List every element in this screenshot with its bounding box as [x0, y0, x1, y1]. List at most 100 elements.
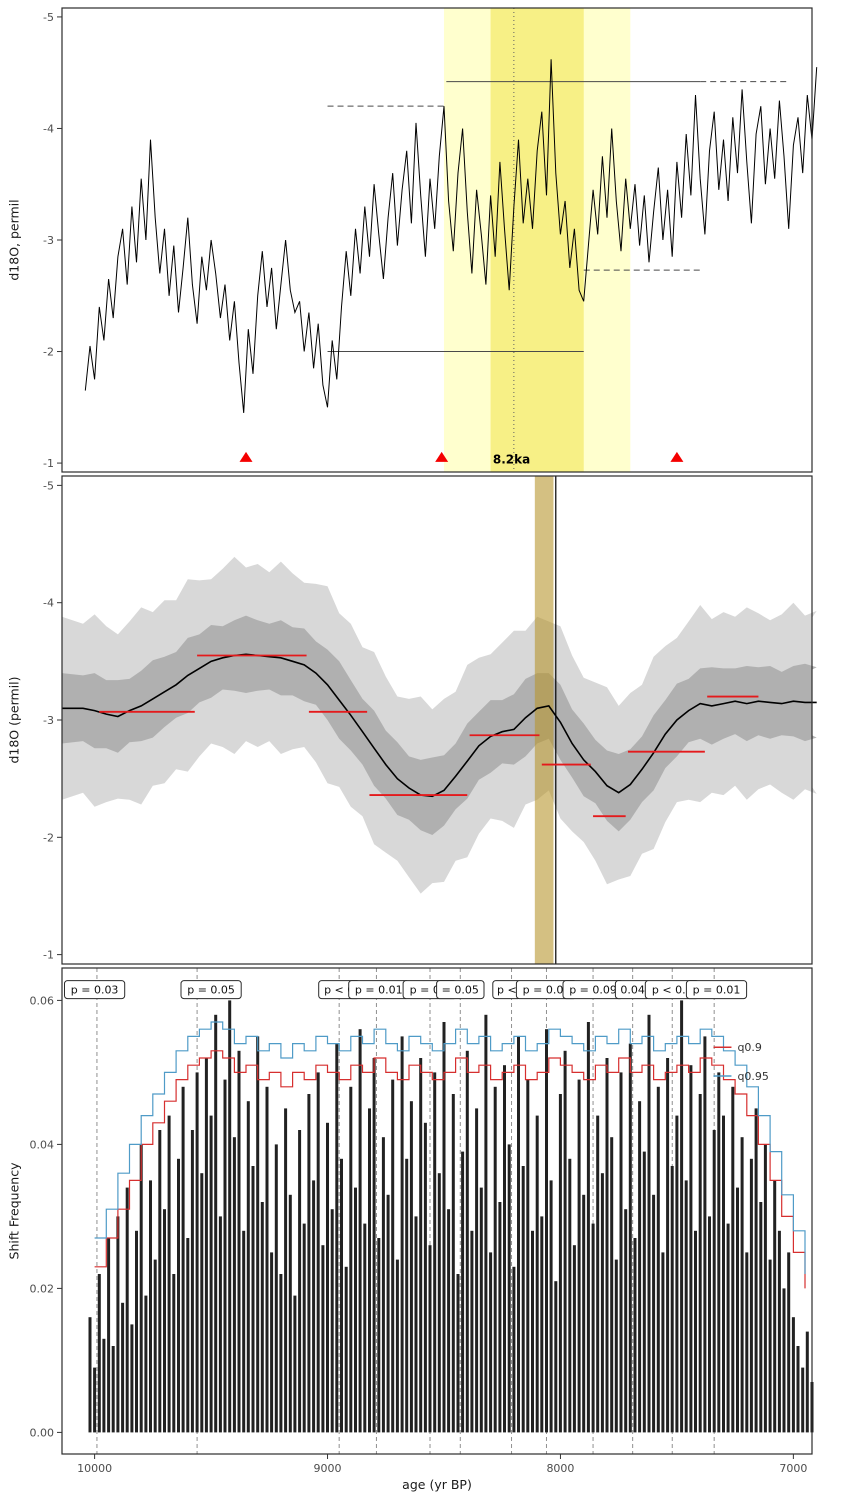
p-value-label: p = 0.03 [71, 984, 119, 997]
frequency-bar [554, 1281, 558, 1433]
frequency-bar [610, 1137, 614, 1433]
frequency-bar [270, 1252, 274, 1433]
frequency-bar [349, 1086, 353, 1433]
x-tick-label: 10000 [77, 1462, 112, 1475]
frequency-bar [475, 1108, 479, 1433]
confidence-band-inner [62, 615, 817, 835]
frequency-bar [232, 1137, 236, 1433]
frequency-bar [442, 1022, 446, 1433]
frequency-bar [190, 1130, 194, 1433]
y-tick-label: -2 [43, 346, 54, 359]
frequency-bar [628, 1043, 632, 1433]
frequency-bar [144, 1295, 148, 1433]
frequency-bar [470, 1230, 474, 1433]
frequency-bar [116, 1216, 120, 1433]
p-value-box [436, 980, 485, 1000]
frequency-bar [787, 1252, 791, 1433]
frequency-bar [149, 1180, 152, 1433]
frequency-bar [414, 1216, 418, 1433]
frequency-bar [377, 1238, 381, 1433]
frequency-bar [582, 1194, 586, 1433]
frequency-bar [731, 1086, 735, 1433]
event-shade [490, 8, 584, 472]
y-tick-label: -5 [43, 479, 54, 492]
p-value-label: = 0.05 [442, 984, 479, 997]
frequency-bar [97, 1274, 101, 1433]
frequency-bar [801, 1367, 805, 1433]
frequency-bar [214, 1014, 218, 1433]
frequency-bar [717, 1072, 721, 1433]
frequency-bar [423, 1122, 427, 1433]
frequency-bar [461, 1151, 465, 1433]
frequency-bar [624, 1209, 628, 1433]
frequency-bar [102, 1338, 106, 1433]
frequency-bar [121, 1302, 125, 1433]
y-tick-label: -3 [43, 714, 54, 727]
x-tick-label: 8000 [546, 1462, 574, 1475]
panel-border [61, 7, 813, 473]
frequency-bar [204, 1058, 208, 1433]
y-tick-label: -2 [43, 831, 54, 844]
shift-marker-triangle [670, 451, 684, 462]
frequency-bar [619, 1072, 623, 1433]
p-value-label: p = 0.01 [355, 984, 403, 997]
p-value-label: p = 0.01 [693, 984, 741, 997]
frequency-bar [614, 1259, 618, 1433]
frequency-bar [675, 1115, 679, 1433]
p-value-label: p = 0.09 [569, 984, 617, 997]
y-tick-label: -4 [43, 597, 54, 610]
frequency-bar [712, 1130, 716, 1433]
frequency-bar [777, 1230, 781, 1433]
frequency-bar [344, 1266, 348, 1433]
frequency-bar [409, 1101, 413, 1433]
legend-label: q0.9 [737, 1041, 761, 1054]
frequency-bar [670, 1166, 674, 1433]
p-value-box [685, 980, 748, 1000]
frequency-bar [368, 1108, 371, 1433]
frequency-bar [293, 1295, 297, 1433]
frequency-bar [437, 1173, 441, 1433]
frequency-bar [391, 1079, 395, 1433]
frequency-bar [666, 1058, 670, 1433]
frequency-bar [312, 1180, 316, 1433]
frequency-bar [656, 1086, 660, 1433]
y-axis-label-middle: d18O (permil) [6, 676, 22, 764]
frequency-bar [586, 1022, 590, 1433]
frequency-bar [358, 1029, 362, 1433]
top-panel-d18o-series: 8.2ka -5 -4 -3 -2 -1 [43, 7, 818, 473]
frequency-bar [274, 1144, 278, 1433]
frequency-bar [698, 1094, 702, 1433]
frequency-bar [307, 1094, 311, 1433]
posterior-mean-line [62, 653, 817, 798]
frequency-bar [107, 1238, 111, 1433]
x-tick-label: 9000 [314, 1462, 342, 1475]
frequency-bar [330, 1209, 334, 1433]
frequency-bar [386, 1194, 390, 1433]
frequency-bar [740, 1137, 744, 1433]
y-tick-label: -3 [43, 234, 54, 247]
frequency-bar [242, 1230, 246, 1433]
x-axis-title: age (yr BP) [402, 1477, 472, 1492]
frequency-bar [354, 1187, 357, 1433]
frequency-bar [326, 1122, 329, 1433]
legend-label: q0.95 [737, 1070, 768, 1083]
frequency-bar [321, 1245, 325, 1433]
p-value-label: p < [497, 984, 517, 997]
p-value-label: 0.04 [620, 984, 645, 997]
y-tick-label: -4 [43, 122, 54, 135]
p-value-label: p < 0 [324, 984, 354, 997]
p-value-box [180, 980, 242, 1000]
frequency-bar [503, 1065, 506, 1433]
frequency-bar [498, 1202, 502, 1433]
frequency-bar [447, 1209, 451, 1433]
frequency-bar [177, 1158, 180, 1433]
frequency-bar [284, 1108, 288, 1433]
shift-frequency-bars [88, 1000, 814, 1433]
frequency-bar [372, 1058, 376, 1433]
frequency-bar [493, 1086, 497, 1433]
frequency-bar [419, 1058, 423, 1433]
frequency-bar [223, 1079, 227, 1433]
frequency-bar [526, 1079, 530, 1433]
